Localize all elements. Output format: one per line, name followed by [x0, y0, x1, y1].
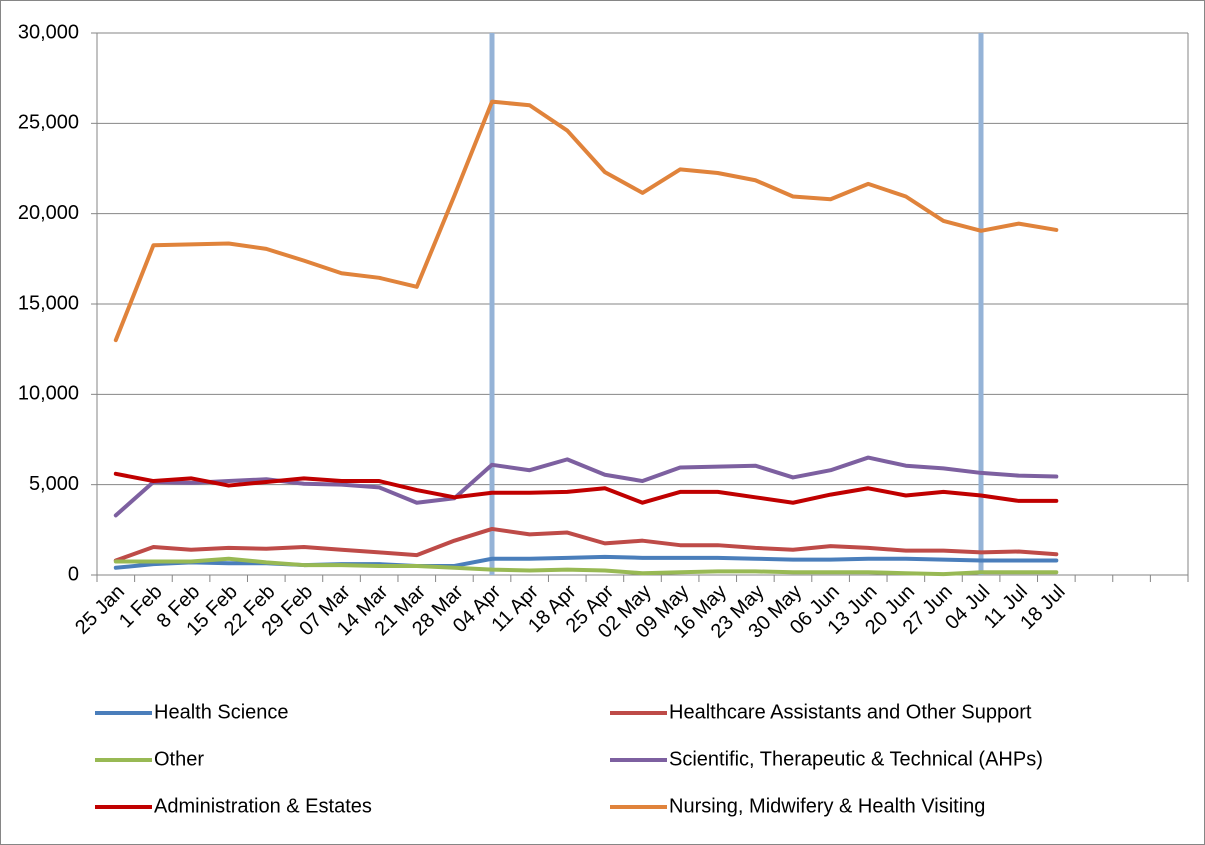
series-line — [113, 526, 1059, 563]
legend-label: Healthcare Assistants and Other Support — [669, 701, 1032, 723]
series-line — [113, 99, 1059, 343]
y-tick-label: 10,000 — [18, 383, 79, 405]
series-line — [113, 556, 1059, 577]
y-tick-label: 20,000 — [18, 202, 79, 224]
legend-label: Scientific, Therapeutic & Technical (AHP… — [669, 748, 1043, 770]
y-tick-label: 5,000 — [29, 473, 79, 495]
y-tick-label: 15,000 — [18, 292, 79, 314]
legend-label: Administration & Estates — [154, 795, 372, 817]
legend-label: Health Science — [154, 701, 289, 723]
y-tick-label: 0 — [68, 563, 79, 585]
y-tick-label: 25,000 — [18, 112, 79, 134]
legend-label: Other — [154, 748, 204, 770]
lines — [113, 99, 1059, 577]
series-line — [113, 471, 1059, 505]
legend-label: Nursing, Midwifery & Health Visiting — [669, 795, 985, 817]
y-tick-label: 30,000 — [18, 21, 79, 43]
